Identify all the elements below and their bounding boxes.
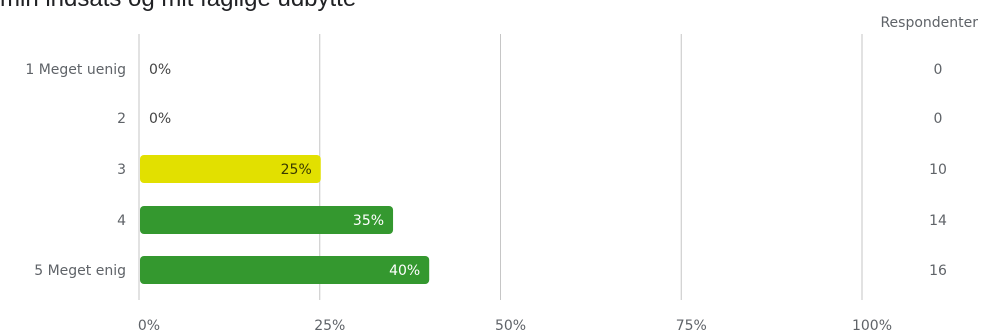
respondent-count: 14	[929, 213, 947, 229]
bar	[140, 155, 321, 183]
respondent-counts: 0 0 10 14 16	[929, 62, 947, 279]
value-labels: 0% 0% 25% 35% 40%	[149, 62, 420, 279]
value-label: 35%	[353, 213, 384, 229]
respondent-count: 0	[934, 111, 943, 127]
category-label: 3	[117, 162, 126, 178]
bars	[140, 155, 430, 284]
value-label: 40%	[389, 263, 420, 279]
value-label: 25%	[281, 162, 312, 178]
respondent-count: 10	[929, 162, 947, 178]
x-axis-ticks: 0% 25% 50% 75% 100%	[138, 318, 892, 334]
category-label: 1 Meget uenig	[25, 62, 126, 78]
respondent-count: 16	[929, 263, 947, 279]
respondents-header: Respondenter	[880, 15, 978, 31]
bar	[140, 256, 430, 284]
bar	[140, 206, 394, 234]
x-tick-label: 25%	[314, 318, 345, 334]
x-tick-label: 0%	[138, 318, 160, 334]
chart-title: min indsats og mit faglige udbytte	[0, 0, 356, 13]
category-labels: 1 Meget uenig 2 3 4 5 Meget enig	[25, 62, 126, 279]
category-label: 5 Meget enig	[34, 263, 126, 279]
x-tick-label: 100%	[852, 318, 892, 334]
x-tick-label: 75%	[676, 318, 707, 334]
category-label: 2	[117, 111, 126, 127]
value-label: 0%	[149, 111, 171, 127]
value-label: 0%	[149, 62, 171, 78]
x-tick-label: 50%	[495, 318, 526, 334]
respondent-count: 0	[934, 62, 943, 78]
category-label: 4	[117, 213, 126, 229]
